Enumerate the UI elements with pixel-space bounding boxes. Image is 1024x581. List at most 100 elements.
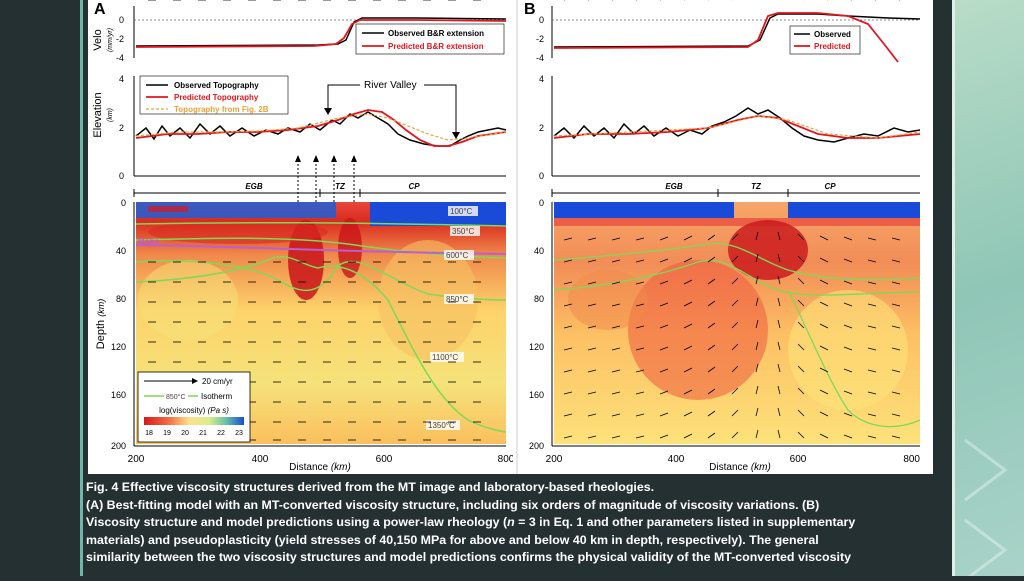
panel-b: B 0 -2 -4 Observed Predicted 4 2 0 xyxy=(524,0,920,473)
svg-text:600: 600 xyxy=(790,454,807,465)
panel-a-section-legend: 20 cm/yr 850°C Isotherm log(viscosity) (… xyxy=(137,371,251,443)
svg-text:Observed: Observed xyxy=(814,30,851,39)
panel-a: A Velo (mm/yr) 0 -2 -4 Observed B&R exte… xyxy=(92,0,515,473)
svg-text:-4: -4 xyxy=(116,53,124,63)
svg-text:2: 2 xyxy=(539,123,544,133)
moho-line xyxy=(135,244,507,255)
svg-text:21: 21 xyxy=(199,430,207,437)
distance-axis-label: Distance (km) xyxy=(289,462,351,473)
svg-text:EGB: EGB xyxy=(245,182,263,191)
panel-b-predicted-line xyxy=(553,12,899,63)
svg-text:Predicted: Predicted xyxy=(814,42,851,51)
svg-text:0: 0 xyxy=(121,198,126,208)
panel-b-elevation-plot: 4 2 0 xyxy=(539,74,921,181)
predicted-extension-line xyxy=(135,19,507,48)
panel-b-observed-topography xyxy=(553,107,921,143)
svg-text:160: 160 xyxy=(111,390,126,400)
svg-text:EGB: EGB xyxy=(665,182,683,191)
svg-text:Observed Topography: Observed Topography xyxy=(174,81,259,90)
predicted-topography-line xyxy=(135,109,507,147)
svg-text:0: 0 xyxy=(119,171,124,181)
panel-b-distance-label: Distance (km) xyxy=(709,462,771,473)
svg-text:800: 800 xyxy=(498,454,515,465)
panel-a-elevation-plot: Elevation (km) 4 2 0 Observed Topography… xyxy=(92,74,507,218)
velo-axis-label: Velo xyxy=(92,29,104,50)
svg-text:120: 120 xyxy=(111,342,126,352)
svg-text:200: 200 xyxy=(111,441,126,451)
panel-a-velocity-plot: Velo (mm/yr) 0 -2 -4 Observed B&R extens… xyxy=(92,6,507,63)
caption-line-4: materials) and pseudoplasticity (yield s… xyxy=(86,532,819,547)
svg-text:18: 18 xyxy=(145,430,153,437)
svg-text:23: 23 xyxy=(235,430,243,437)
figure-caption: Fig. 4 Effective viscosity structures de… xyxy=(86,479,948,567)
svg-text:40: 40 xyxy=(116,246,126,256)
svg-text:-2: -2 xyxy=(116,34,124,44)
caption-line-1: Fig. 4 Effective viscosity structures de… xyxy=(86,480,655,494)
slide-right-line xyxy=(952,0,955,576)
panel-b-viscosity-section: 0 40 80 120 160 200 200 400 600 800 Dist… xyxy=(529,0,920,473)
slide-left-band xyxy=(0,0,80,576)
svg-text:22: 22 xyxy=(217,430,225,437)
svg-text:850°C: 850°C xyxy=(166,393,186,401)
svg-text:4: 4 xyxy=(539,74,544,84)
svg-text:80: 80 xyxy=(534,294,544,304)
svg-text:400: 400 xyxy=(668,454,685,465)
svg-text:1100°C: 1100°C xyxy=(432,353,458,362)
svg-text:160: 160 xyxy=(529,390,544,400)
svg-text:100°C: 100°C xyxy=(450,207,473,216)
svg-text:400: 400 xyxy=(252,454,269,465)
svg-text:2: 2 xyxy=(119,123,124,133)
svg-text:40: 40 xyxy=(534,246,544,256)
svg-text:20 cm/yr: 20 cm/yr xyxy=(202,377,233,386)
svg-text:80: 80 xyxy=(116,294,126,304)
svg-text:CP: CP xyxy=(408,182,420,191)
elev-axis-label: Elevation xyxy=(92,92,104,137)
panel-a-letter: A xyxy=(94,1,106,18)
svg-text:0: 0 xyxy=(539,15,544,25)
caption-line-5: similarity between the two viscosity str… xyxy=(86,550,851,564)
slide-right-decoration xyxy=(955,0,1024,581)
svg-text:19: 19 xyxy=(163,430,171,437)
slide-accent-line xyxy=(80,0,83,576)
panel-b-velocity-plot: 0 -2 -4 Observed Predicted xyxy=(536,6,921,63)
svg-text:800: 800 xyxy=(903,454,920,465)
svg-text:20: 20 xyxy=(181,430,189,437)
svg-text:-2: -2 xyxy=(536,34,544,44)
observed-topography-line xyxy=(135,111,507,147)
panel-b-observed-line xyxy=(553,13,921,48)
svg-text:Predicted Topography: Predicted Topography xyxy=(174,93,259,102)
svg-text:200: 200 xyxy=(128,454,145,465)
svg-text:TZ: TZ xyxy=(335,182,346,191)
svg-text:200: 200 xyxy=(529,441,544,451)
svg-text:120: 120 xyxy=(529,342,544,352)
svg-text:4: 4 xyxy=(119,74,124,84)
river-valley-label: River Valley xyxy=(364,80,417,91)
elev-axis-units: (km) xyxy=(107,108,114,122)
moho-label: Moho xyxy=(138,237,159,246)
svg-text:log(viscosity) (Pa s): log(viscosity) (Pa s) xyxy=(159,406,229,415)
svg-text:350°C: 350°C xyxy=(452,227,475,236)
svg-text:0: 0 xyxy=(119,15,124,25)
svg-text:Isotherm: Isotherm xyxy=(201,392,232,401)
svg-text:850°C: 850°C xyxy=(446,295,469,304)
svg-text:-4: -4 xyxy=(536,53,544,63)
svg-text:CP: CP xyxy=(824,182,836,191)
panel-a-region-bar: EGB TZ CP xyxy=(133,182,506,197)
svg-text:200: 200 xyxy=(546,454,563,465)
caption-line-2: (A) Best-fitting model with an MT-conver… xyxy=(86,497,820,512)
panel-b-region-bar: EGB TZ CP xyxy=(551,182,920,197)
svg-text:1350°C: 1350°C xyxy=(428,421,455,430)
velo-axis-units: (mm/yr) xyxy=(107,28,114,52)
svg-text:600°C: 600°C xyxy=(446,251,469,260)
viscosity-colorbar xyxy=(144,417,244,425)
panel-b-letter: B xyxy=(524,1,536,18)
svg-text:Topography from Fig. 2B: Topography from Fig. 2B xyxy=(174,105,269,114)
figure-image: A Velo (mm/yr) 0 -2 -4 Observed B&R exte… xyxy=(88,0,933,474)
svg-text:Predicted B&R extension: Predicted B&R extension xyxy=(388,42,484,51)
depth-axis-label: Depth (km) xyxy=(95,299,107,349)
svg-text:0: 0 xyxy=(539,171,544,181)
svg-text:0: 0 xyxy=(539,198,544,208)
fig2b-topography-line xyxy=(135,113,507,141)
svg-text:Observed B&R extension: Observed B&R extension xyxy=(388,29,484,38)
svg-text:600: 600 xyxy=(376,454,393,465)
